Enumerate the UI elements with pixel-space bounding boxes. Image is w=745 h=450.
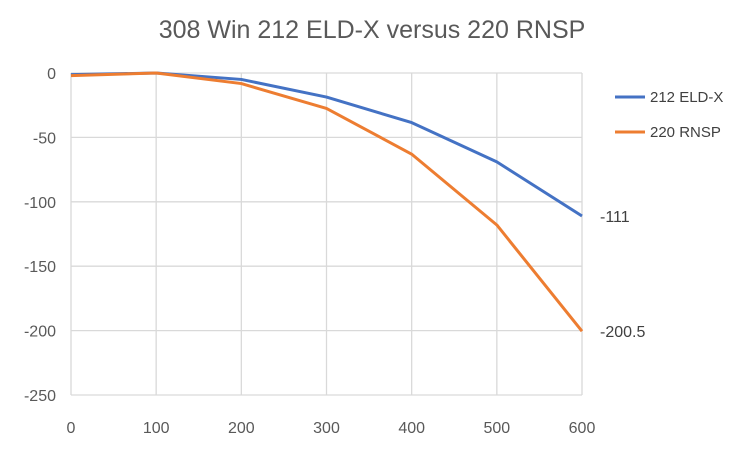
x-tick-label: 500 — [483, 420, 510, 437]
y-axis: 0 -50 -100 -150 -200 -250 — [24, 66, 56, 405]
end-data-label: -111 — [600, 209, 630, 226]
x-tick-label: 400 — [398, 420, 425, 437]
x-tick-label: 100 — [143, 420, 170, 437]
x-tick-label: 600 — [569, 420, 596, 437]
grid — [70, 72, 583, 396]
legend-label: 220 RNSP — [650, 124, 721, 141]
x-tick-label: 300 — [313, 420, 340, 437]
series-lines — [70, 71, 584, 333]
y-tick-label: 0 — [47, 66, 56, 83]
y-tick-label: -250 — [24, 388, 56, 405]
y-tick-label: -50 — [33, 130, 56, 147]
x-tick-label: 0 — [67, 420, 76, 437]
y-tick-label: -100 — [24, 195, 56, 212]
x-tick-label: 200 — [228, 420, 255, 437]
legend: 212 ELD-X 220 RNSP — [615, 89, 723, 141]
x-axis: 0 100 200 300 400 500 600 — [67, 420, 596, 437]
end-data-label: -200.5 — [600, 324, 645, 341]
legend-label: 212 ELD-X — [650, 89, 723, 106]
chart-title: 308 Win 212 ELD-X versus 220 RNSP — [159, 16, 586, 44]
y-tick-label: -150 — [24, 259, 56, 276]
data-labels: -111 -200.5 — [600, 209, 645, 341]
y-tick-label: -200 — [24, 324, 56, 341]
